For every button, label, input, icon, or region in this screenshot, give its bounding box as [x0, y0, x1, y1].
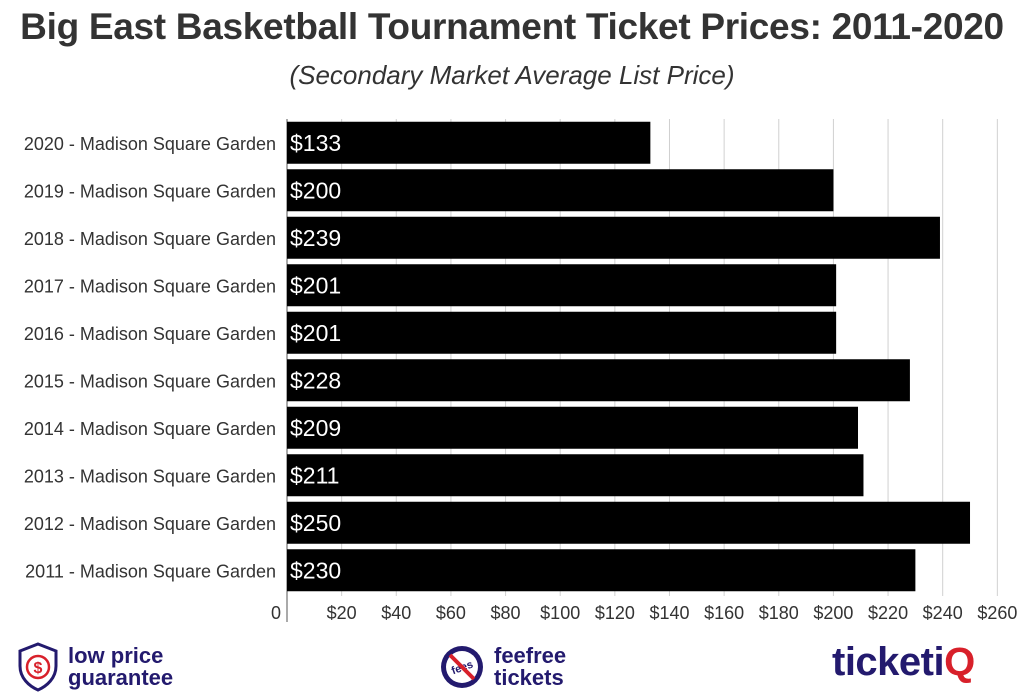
category-label: 2017 - Madison Square Garden — [24, 276, 276, 296]
value-label: $230 — [290, 557, 341, 583]
bar — [287, 311, 837, 354]
badge-line-2: guarantee — [68, 665, 174, 690]
x-tick-label: $40 — [381, 603, 411, 623]
x-tick-label: $200 — [813, 603, 853, 623]
fees-line-1: feefree — [494, 645, 566, 667]
x-tick-label: $60 — [436, 603, 466, 623]
bar — [287, 549, 916, 592]
category-label: 2013 - Madison Square Garden — [24, 466, 276, 486]
category-label: 2016 - Madison Square Garden — [24, 324, 276, 344]
bar — [287, 406, 859, 449]
x-tick-label: $220 — [868, 603, 908, 623]
value-label: $250 — [290, 510, 341, 536]
x-tick-label: $160 — [704, 603, 744, 623]
bar — [287, 121, 651, 164]
chart-title: Big East Basketball Tournament Ticket Pr… — [20, 6, 1004, 47]
no-fees-icon: fees — [441, 646, 483, 688]
ticketiq-wordmark: ticketiQ — [832, 640, 975, 685]
ticketiq-logo: ticketiQ — [832, 640, 975, 685]
x-tick-label: $100 — [540, 603, 580, 623]
chart-subtitle: (Secondary Market Average List Price) — [289, 60, 735, 90]
x-tick-label: $240 — [923, 603, 963, 623]
value-label: $201 — [290, 320, 341, 346]
x-tick-label: 0 — [271, 603, 281, 623]
bar — [287, 501, 971, 544]
category-label: 2018 - Madison Square Garden — [24, 229, 276, 249]
category-label: 2014 - Madison Square Garden — [24, 419, 276, 439]
category-label: 2015 - Madison Square Garden — [24, 371, 276, 391]
logo-main-text: ticketi — [832, 640, 945, 684]
category-label: 2020 - Madison Square Garden — [24, 134, 276, 154]
bar — [287, 454, 864, 497]
bar — [287, 216, 940, 259]
value-label: $201 — [290, 272, 341, 298]
x-tick-label: $20 — [327, 603, 357, 623]
x-tick-label: $120 — [595, 603, 635, 623]
low-price-guarantee-badge: $ low price guarantee — [16, 642, 173, 692]
category-label: 2012 - Madison Square Garden — [24, 514, 276, 534]
value-label: $228 — [290, 367, 341, 393]
fees-line-1-text: feefree — [494, 643, 567, 668]
bar-chart: 2020 - Madison Square Garden $133 2019 - M… — [24, 119, 1017, 623]
bar — [287, 264, 837, 307]
category-label: 2019 - Madison Square Garden — [24, 181, 276, 201]
value-label: $239 — [290, 225, 341, 251]
bar — [287, 169, 834, 212]
dollar-glyph: $ — [34, 660, 43, 677]
x-tick-label: $80 — [491, 603, 521, 623]
badge-line-1: low price — [68, 643, 164, 668]
bar — [287, 359, 910, 402]
x-tick-label: $260 — [977, 603, 1017, 623]
fees-line-2: tickets — [494, 665, 564, 690]
fee-free-tickets-badge: fees feefree tickets — [438, 642, 566, 692]
value-label: $133 — [290, 130, 341, 156]
value-label: $200 — [290, 177, 341, 203]
value-label: $209 — [290, 415, 341, 441]
x-tick-label: $140 — [649, 603, 689, 623]
shield-dollar-icon: $ — [18, 642, 58, 692]
category-label: 2011 - Madison Square Garden — [25, 561, 276, 581]
x-tick-label: $180 — [759, 603, 799, 623]
value-label: $211 — [290, 462, 339, 488]
logo-accent-text: Q — [944, 640, 975, 684]
